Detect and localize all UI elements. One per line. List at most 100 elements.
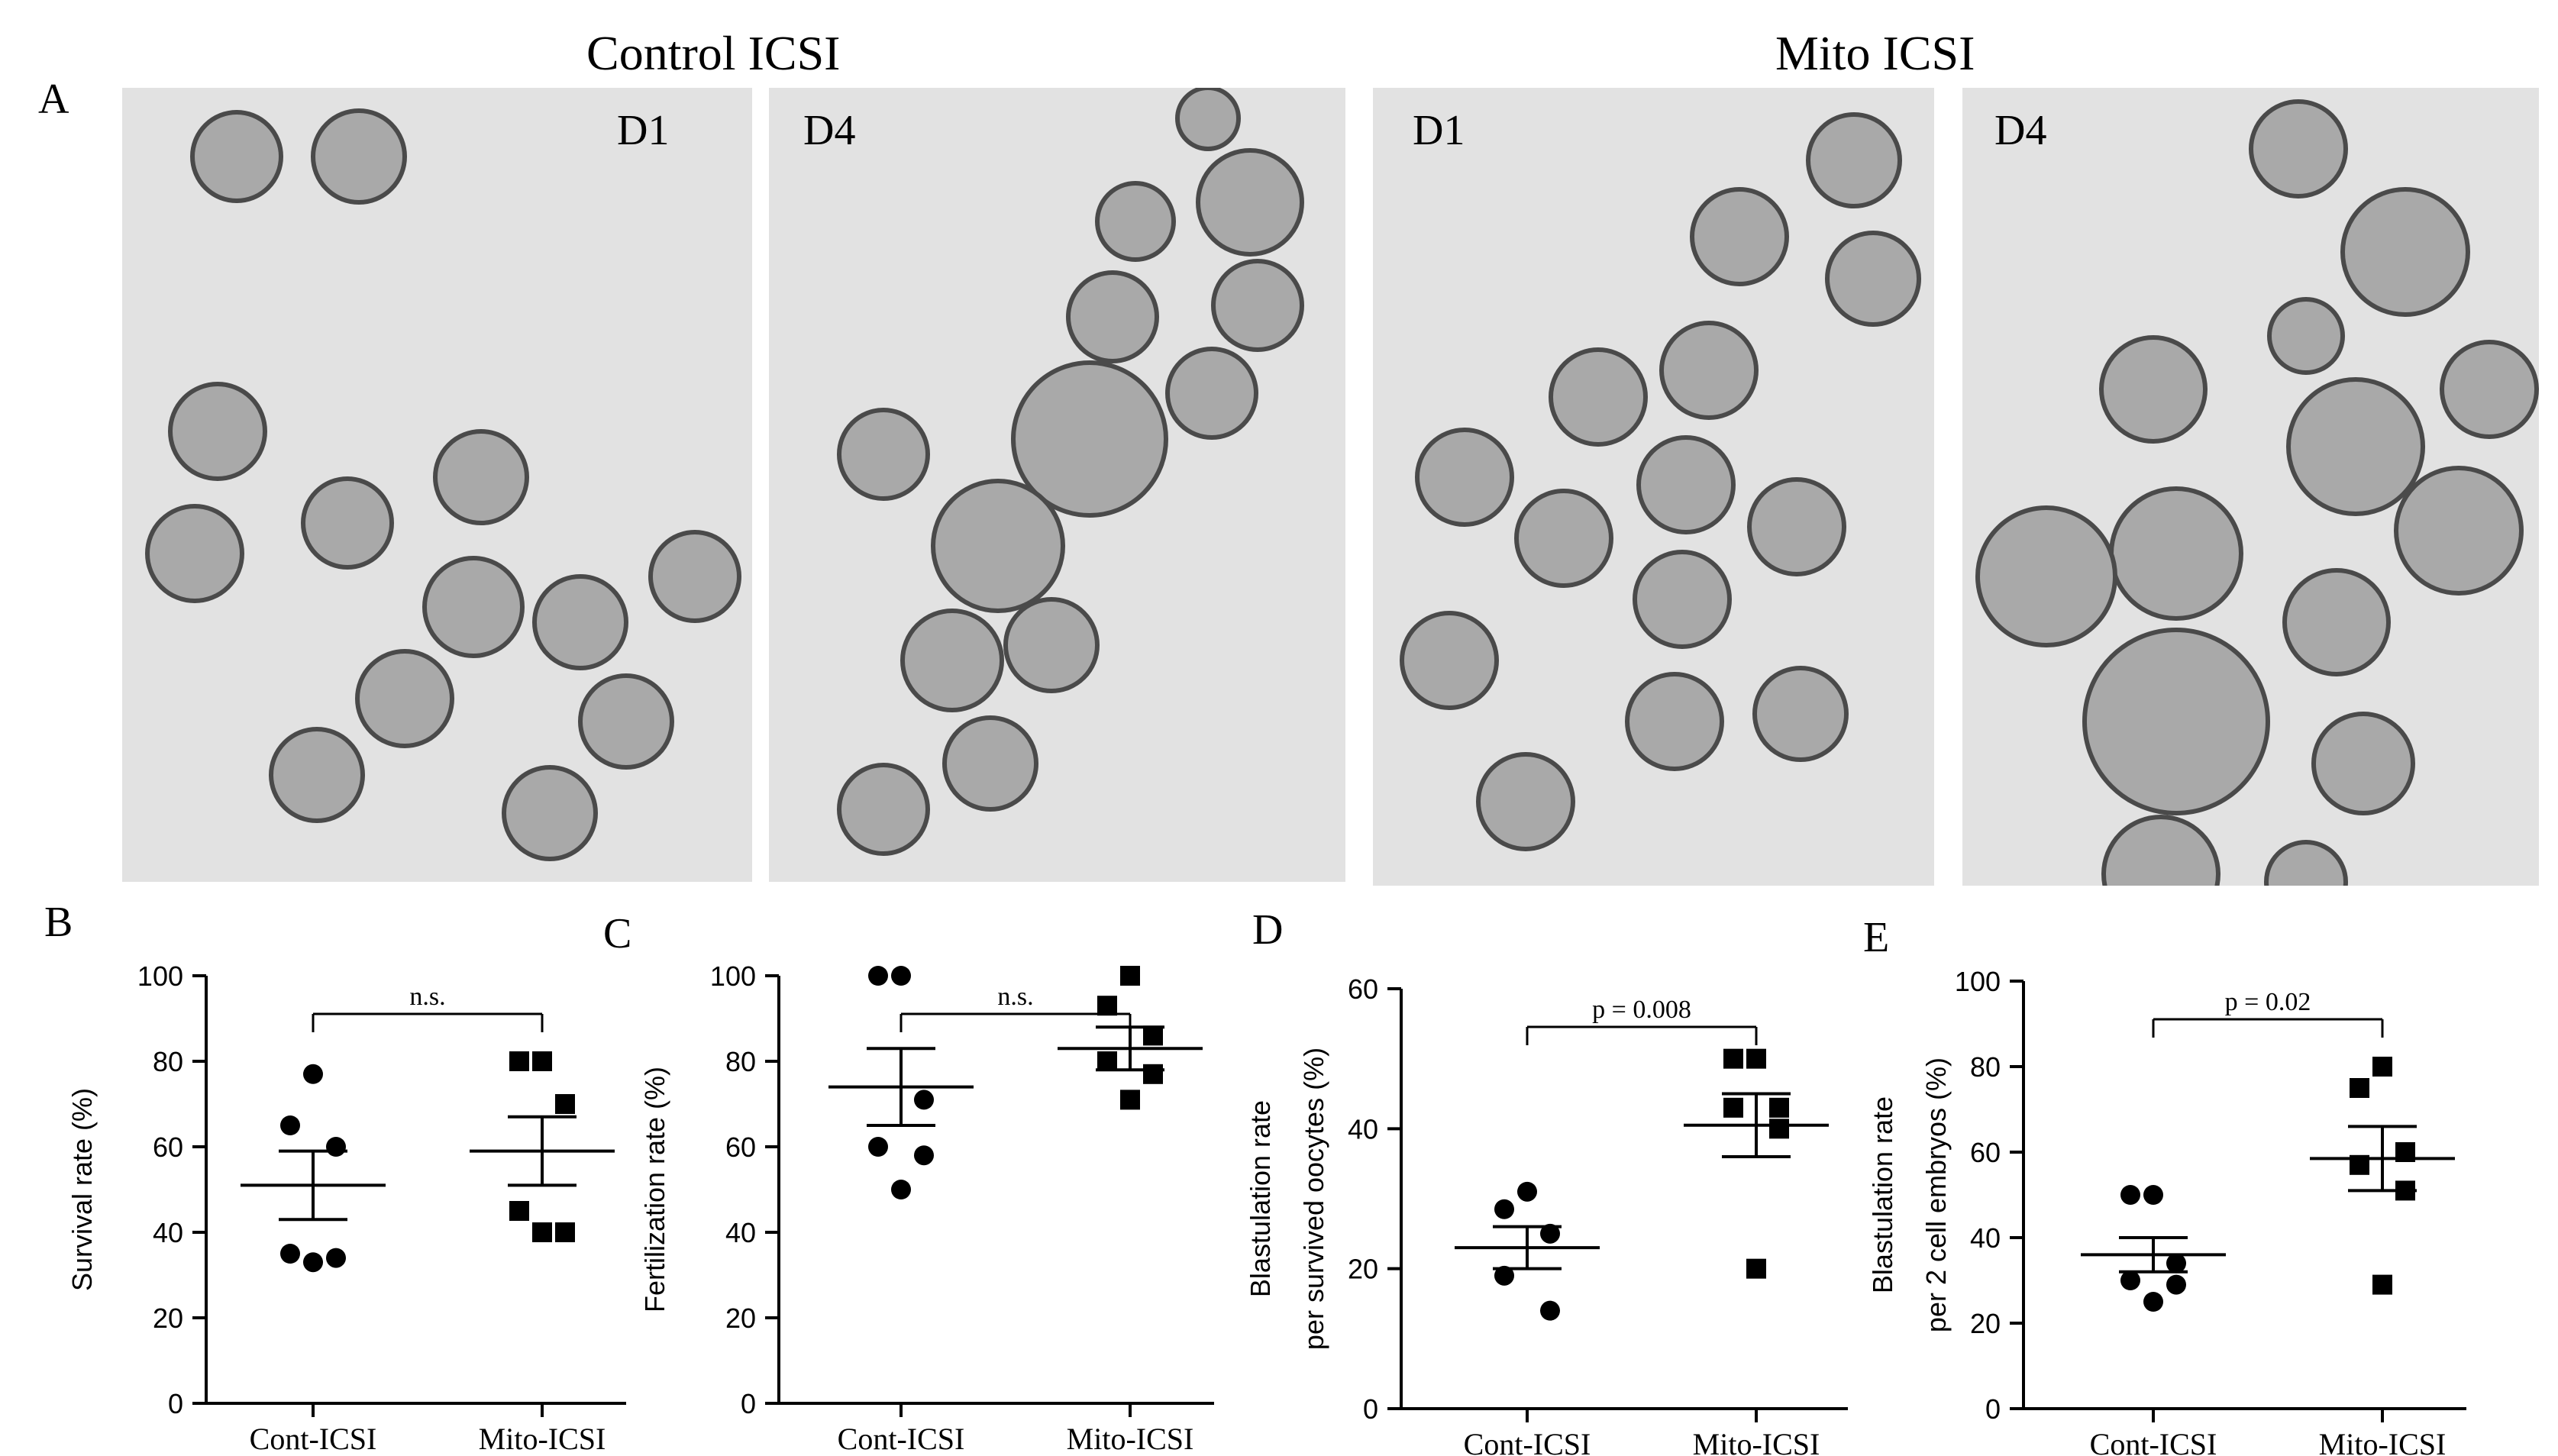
y-tick-label: 40 (1970, 1222, 2001, 1254)
y-tick-label: 40 (725, 1217, 756, 1248)
x-tick-label: Cont-ICSI (250, 1422, 377, 1456)
micrograph-control-d4: D4 (769, 88, 1345, 882)
data-point (1097, 996, 1117, 1016)
micrograph-mito-d1-image (1373, 88, 1934, 886)
y-tick-label: 0 (1363, 1393, 1378, 1425)
data-point (2372, 1057, 2392, 1077)
micrograph-control-d1: D1 (122, 88, 752, 882)
micrograph-mito-d4-image (1962, 88, 2539, 886)
data-point (914, 1145, 934, 1166)
micrograph-label: D1 (1413, 107, 1465, 154)
data-point (1746, 1048, 1766, 1069)
data-point (1746, 1258, 1766, 1279)
data-point (1120, 966, 1140, 986)
y-tick-label: 0 (741, 1388, 756, 1419)
x-tick-label: Cont-ICSI (838, 1422, 965, 1456)
data-point (2372, 1274, 2392, 1295)
data-point (1769, 1097, 1789, 1118)
data-point (2120, 1185, 2140, 1205)
micrograph-control-d1-image (122, 88, 752, 882)
data-point (2143, 1185, 2163, 1205)
control-icsi-title: Control ICSI (586, 26, 841, 80)
data-point (326, 1137, 346, 1157)
y-tick-label: 20 (725, 1303, 756, 1334)
panel-letter-e: E (1863, 914, 1890, 961)
x-tick-label: Mito-ICSI (479, 1422, 606, 1456)
micrograph-control-d4-image (769, 88, 1345, 882)
x-tick-label: Mito-ICSI (1693, 1427, 1820, 1456)
data-point (868, 1137, 888, 1157)
plot-c (765, 966, 1214, 1417)
x-tick-label: Cont-ICSI (1464, 1427, 1591, 1456)
micrograph-label: D4 (803, 107, 856, 154)
data-point (303, 1064, 323, 1084)
data-point (1769, 1119, 1789, 1139)
data-point (891, 1180, 911, 1199)
data-point (532, 1222, 552, 1242)
significance-label: p = 0.02 (2225, 988, 2311, 1016)
data-point (1723, 1048, 1743, 1069)
data-point (1540, 1300, 1560, 1321)
micrograph-label: D1 (617, 107, 670, 154)
data-point (280, 1244, 300, 1264)
data-point (891, 966, 911, 986)
significance-label: n.s. (997, 983, 1033, 1011)
y-axis-label: Fertilization rate (%) (639, 1067, 670, 1312)
significance-label: n.s. (409, 983, 445, 1011)
x-tick-label: Cont-ICSI (2090, 1427, 2217, 1456)
data-point (1143, 1064, 1163, 1084)
data-point (509, 1201, 529, 1221)
data-point (303, 1252, 323, 1273)
y-axis-label: Blastulation rate (1245, 1100, 1276, 1297)
data-point (868, 966, 888, 986)
y-tick-label: 60 (1348, 973, 1378, 1005)
data-point (2350, 1078, 2369, 1098)
data-point (532, 1051, 552, 1071)
micrograph-mito-d1: D1 (1373, 88, 1934, 886)
y-tick-label: 100 (1955, 966, 2001, 997)
data-point (2166, 1274, 2186, 1295)
data-point (555, 1094, 575, 1114)
y-tick-label: 20 (153, 1303, 183, 1334)
data-point (1097, 1051, 1117, 1071)
data-point (1143, 1025, 1163, 1046)
y-tick-label: 0 (1985, 1393, 2001, 1425)
data-point (280, 1115, 300, 1135)
y-tick-label: 60 (153, 1132, 183, 1163)
y-tick-label: 20 (1348, 1254, 1378, 1285)
data-point (326, 1248, 346, 1268)
y-axis-label: Blastulation rate (1867, 1096, 1898, 1293)
micrograph-label: D4 (1994, 107, 2047, 154)
data-point (1120, 1090, 1140, 1110)
y-tick-label: 60 (1970, 1137, 2001, 1168)
panel-letter-d: D (1252, 906, 1284, 954)
x-tick-label: Mito-ICSI (2319, 1427, 2447, 1456)
data-point (2143, 1292, 2163, 1312)
y-axis-label: per survived oocytes (%) (1298, 1048, 1329, 1350)
data-point (1494, 1265, 1514, 1286)
y-tick-label: 0 (168, 1388, 183, 1419)
data-point (1494, 1199, 1514, 1219)
y-tick-label: 20 (1970, 1308, 2001, 1339)
y-tick-label: 60 (725, 1132, 756, 1163)
data-point (2166, 1253, 2186, 1274)
data-point (1540, 1223, 1560, 1244)
data-point (2120, 1270, 2140, 1290)
y-tick-label: 80 (1970, 1051, 2001, 1083)
micrograph-mito-d4: D4 (1962, 88, 2539, 886)
y-tick-label: 80 (153, 1046, 183, 1077)
data-point (1517, 1181, 1537, 1202)
panel-letter-b: B (44, 899, 73, 946)
y-tick-label: 100 (710, 960, 756, 992)
y-tick-label: 80 (725, 1046, 756, 1077)
mito-icsi-title: Mito ICSI (1775, 26, 1975, 80)
y-tick-label: 40 (153, 1217, 183, 1248)
plot-e (2010, 980, 2466, 1422)
y-axis-label: per 2 cell embryos (%) (1920, 1057, 1952, 1332)
data-point (1723, 1097, 1743, 1118)
data-point (509, 1051, 529, 1071)
y-tick-label: 100 (137, 960, 183, 992)
data-point (555, 1222, 575, 1242)
